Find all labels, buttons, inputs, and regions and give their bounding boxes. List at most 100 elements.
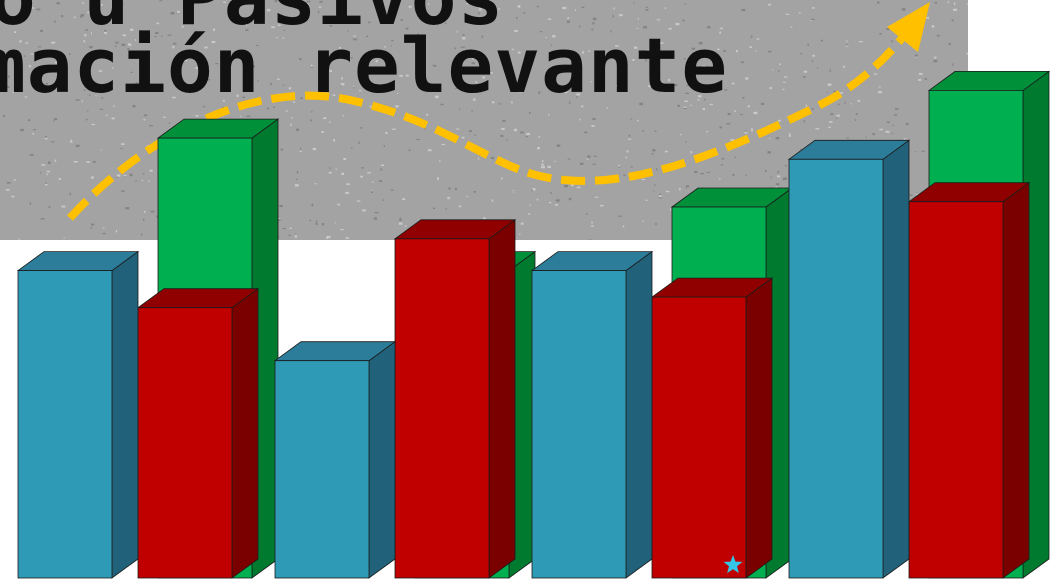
texture-speck [25,42,29,44]
texture-speck [767,151,771,154]
texture-speck [315,222,318,225]
texture-speck [586,158,589,160]
texture-speck [555,204,558,206]
texture-speck [353,35,356,37]
texture-speck [245,23,248,26]
texture-speck [121,143,125,145]
texture-speck [734,156,736,158]
texture-speck [240,115,242,118]
texture-speck [414,9,416,11]
texture-speck [448,187,451,190]
texture-speck [73,16,76,19]
texture-speck [465,56,468,59]
texture-speck [894,114,898,116]
texture-speck [224,86,228,89]
texture-speck [390,189,394,191]
texture-speck [891,40,893,43]
texture-speck [807,43,809,46]
texture-speck [554,160,556,163]
texture-speck [878,91,882,94]
texture-speck [399,75,403,77]
texture-speck [70,141,73,143]
texture-speck [918,79,922,81]
texture-speck [812,7,815,9]
texture-speck [294,236,298,238]
texture-speck [149,125,153,127]
texture-speck [383,46,387,48]
texture-speck [343,158,347,161]
texture-speck [360,175,363,178]
texture-speck [344,55,347,58]
texture-speck [512,191,516,193]
bar-side [745,277,773,579]
bar-front [651,296,747,579]
texture-speck [857,99,861,102]
texture-speck [312,147,317,151]
texture-speck [778,70,780,72]
texture-speck [3,15,6,17]
texture-speck [345,237,349,239]
texture-speck [745,174,747,176]
texture-speck [167,34,172,36]
texture-speck [361,167,364,169]
texture-speck [311,64,313,67]
texture-speck [548,114,550,116]
texture-speck [587,155,591,158]
texture-speck [682,19,685,22]
texture-speck [914,151,917,152]
texture-speck [491,199,494,202]
texture-speck [172,45,175,49]
texture-speck [416,139,420,141]
texture-speck [283,29,285,31]
texture-speck [694,171,698,174]
texture-speck [432,64,437,67]
texture-speck [104,29,107,32]
texture-speck [529,111,531,114]
texture-speck [836,114,840,117]
texture-speck [576,93,581,96]
texture-speck [334,222,336,224]
texture-speck [590,225,594,227]
texture-speck [274,0,278,3]
texture-speck [606,58,611,60]
texture-speck [366,35,369,38]
texture-speck [358,90,362,92]
texture-speck [276,37,278,39]
texture-speck [531,188,536,191]
texture-speck [891,132,893,134]
texture-speck [466,196,469,198]
texture-speck [113,105,115,108]
texture-speck [266,107,270,110]
bar-side [111,250,139,579]
texture-speck [690,151,693,154]
texture-speck [222,99,225,102]
texture-speck [892,124,894,127]
texture-speck [839,92,843,94]
texture-speck [439,160,441,162]
texture-speck [438,21,441,23]
texture-speck [127,48,130,50]
texture-speck [63,237,65,239]
texture-speck [698,41,703,45]
texture-speck [723,50,726,52]
texture-speck [299,58,302,61]
texture-speck [211,40,216,44]
bar [787,139,911,579]
texture-speck [46,173,48,176]
texture-speck [478,9,483,11]
texture-speck [73,161,78,163]
texture-speck [768,50,772,53]
texture-speck [769,138,771,139]
texture-speck [391,39,394,42]
texture-speck [815,128,820,130]
texture-speck [826,92,828,94]
texture-speck [61,15,64,18]
texture-speck [750,35,753,38]
texture-speck [114,45,117,47]
texture-speck [129,173,133,177]
texture-speck [481,35,484,38]
texture-speck [253,65,255,68]
bar-front [137,307,233,579]
texture-speck [439,11,444,14]
texture-speck [321,223,325,226]
